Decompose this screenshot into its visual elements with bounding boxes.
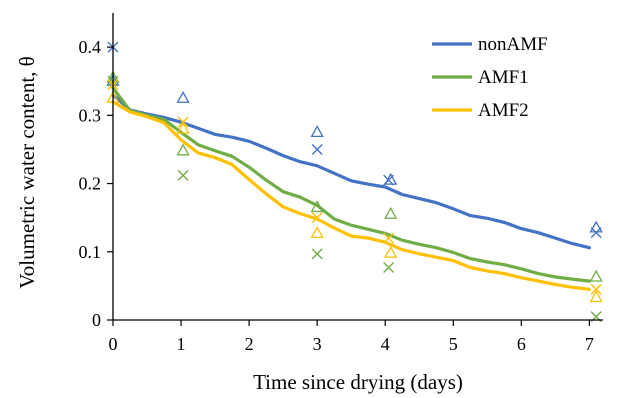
legend-item-amf2: AMF2 [432,100,529,121]
amf1-triangle-marker [176,143,190,156]
x-tick-label: 2 [245,334,254,354]
x-tick-label: 4 [381,334,390,354]
amf1-triangle-marker [384,206,398,219]
amf2-cross-marker [383,232,395,244]
amf1-cross-marker [177,169,189,181]
series-amf2 [106,79,603,303]
y-tick-label: 0.2 [79,174,102,194]
legend: nonAMF AMF1 AMF2 [432,34,548,121]
x-tick-label: 3 [313,334,322,354]
legend-item-nonamf: nonAMF [432,34,548,55]
series-amf1 [106,70,603,323]
amf2-triangle-marker [384,245,398,258]
plot-area [106,41,603,323]
y-tick-label: 0.1 [79,242,102,262]
nonamf-triangle-marker [589,220,603,233]
nonamf-triangle-marker [384,172,398,185]
amf1-triangle-marker [589,269,603,282]
nonamf-triangle-marker [310,125,324,138]
legend-label-amf1: AMF1 [478,67,529,88]
nonamf-triangle-marker [176,90,190,103]
ticks: 0 0.1 0.2 0.3 0.4 0 1 2 3 4 5 6 7 [79,37,594,354]
nonamf-line [111,93,592,250]
x-tick-label: 6 [517,334,526,354]
axes [112,13,603,321]
amf1-cross-marker [383,261,395,273]
x-tick-label: 1 [177,334,186,354]
amf1-line [111,86,592,283]
legend-item-amf1: AMF1 [432,67,529,88]
amf2-triangle-marker [589,290,603,303]
x-tick-label: 5 [449,334,458,354]
amf2-triangle-marker [176,121,190,134]
nonamf-cross-marker [311,143,323,155]
y-axis-label: Volumetric water content, θ [15,56,39,288]
nonamf-cross-marker [590,227,602,239]
y-tick-label: 0.4 [79,37,102,57]
amf2-line [111,100,592,291]
amf2-cross-marker [311,212,323,224]
amf2-triangle-marker [310,226,324,239]
amf1-triangle-marker [310,200,324,213]
x-tick-label: 7 [585,334,594,354]
amf2-cross-marker [590,283,602,295]
y-tick-label: 0 [92,310,101,330]
y-tick-label: 0.3 [79,105,102,125]
legend-label-amf2: AMF2 [478,100,529,121]
x-tick-label: 0 [109,334,118,354]
x-axis-label: Time since drying (days) [253,370,463,394]
legend-label-nonamf: nonAMF [478,34,548,55]
series-nonamf [106,41,603,250]
amf1-cross-marker [311,248,323,260]
